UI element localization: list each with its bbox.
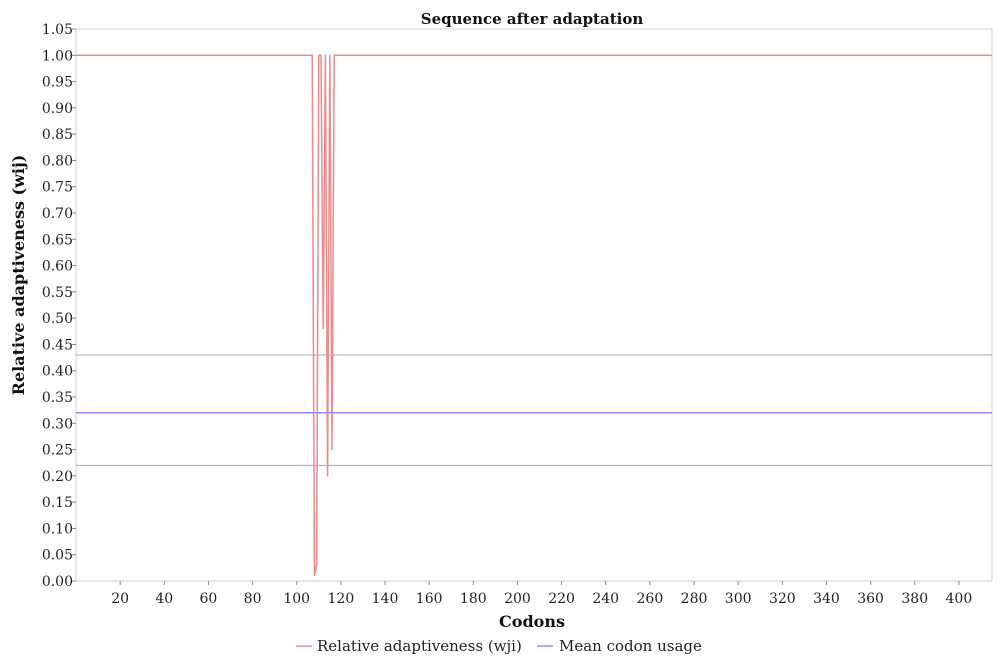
y-tick-label: 0.90 bbox=[42, 101, 73, 117]
y-tick-label: 0.25 bbox=[42, 443, 73, 459]
y-tick-label: 0.70 bbox=[42, 206, 73, 222]
y-tick-label: 0.15 bbox=[42, 495, 73, 511]
x-tick-label: 220 bbox=[548, 591, 575, 607]
y-tick-label: 0.65 bbox=[42, 232, 73, 248]
legend-label-mean-codon-usage: Mean codon usage bbox=[559, 637, 702, 655]
y-tick-label: 0.50 bbox=[42, 311, 73, 327]
x-tick-label: 360 bbox=[857, 591, 884, 607]
y-tick-label: 0.00 bbox=[42, 574, 73, 590]
x-tick-label: 80 bbox=[244, 591, 262, 607]
y-tick-label: 1.00 bbox=[42, 48, 73, 64]
y-tick-label: 0.55 bbox=[42, 285, 73, 301]
series-layer bbox=[76, 54, 992, 577]
legend-label-relative-adaptiveness: Relative adaptiveness (wji) bbox=[317, 637, 522, 655]
x-tick-label: 60 bbox=[200, 591, 218, 607]
x-tick-label: 280 bbox=[681, 591, 708, 607]
x-tick-label: 300 bbox=[725, 591, 752, 607]
x-tick-label: 140 bbox=[372, 591, 399, 607]
y-tick-label: 0.85 bbox=[42, 127, 73, 143]
y-tick-label: 0.80 bbox=[42, 153, 73, 169]
x-tick-label: 400 bbox=[946, 591, 973, 607]
y-axis-title: Relative adaptiveness (wij) bbox=[9, 155, 28, 396]
x-tick-label: 200 bbox=[504, 591, 531, 607]
x-tick-label: 340 bbox=[813, 591, 840, 607]
y-tick-label: 0.60 bbox=[42, 259, 73, 275]
x-tick-label: 100 bbox=[283, 591, 310, 607]
x-axis-title: Codons bbox=[499, 612, 565, 631]
y-tick-label: 0.05 bbox=[42, 548, 73, 564]
reference-lines bbox=[76, 354, 992, 466]
x-tick-label: 40 bbox=[155, 591, 173, 607]
y-tick-label: 0.20 bbox=[42, 469, 73, 485]
y-tick-label: 0.75 bbox=[42, 180, 73, 196]
y-tick-label: 0.30 bbox=[42, 416, 73, 432]
x-tick-label: 380 bbox=[901, 591, 928, 607]
y-tick-label: 1.05 bbox=[42, 22, 73, 38]
y-tick-label: 0.10 bbox=[42, 521, 73, 537]
x-tick-label: 20 bbox=[111, 591, 129, 607]
y-tick-label: 0.45 bbox=[42, 337, 73, 353]
series-line-relative-adaptiveness bbox=[76, 54, 992, 577]
x-tick-label: 180 bbox=[460, 591, 487, 607]
x-tick-label: 260 bbox=[637, 591, 664, 607]
y-tick-label: 0.40 bbox=[42, 364, 73, 380]
y-tick-label: 0.95 bbox=[42, 75, 73, 91]
x-tick-label: 120 bbox=[328, 591, 355, 607]
x-tick-label: 240 bbox=[592, 591, 619, 607]
y-axis: 0.00 0.05 0.10 0.15 0.20 0.25 0.30 0.35 0.40 0.45… bbox=[42, 22, 76, 590]
legend: Relative adaptiveness (wji) Mean codon u… bbox=[296, 637, 702, 655]
x-tick-label: 160 bbox=[416, 591, 443, 607]
x-tick-label: 320 bbox=[769, 591, 796, 607]
plot-area bbox=[75, 28, 993, 582]
x-axis: 20 40 60 80 100 120 140 160 180 200 220 240 260 280 30… bbox=[111, 581, 972, 607]
y-tick-label: 0.35 bbox=[42, 390, 73, 406]
chart-title: Sequence after adaptation bbox=[421, 10, 644, 28]
